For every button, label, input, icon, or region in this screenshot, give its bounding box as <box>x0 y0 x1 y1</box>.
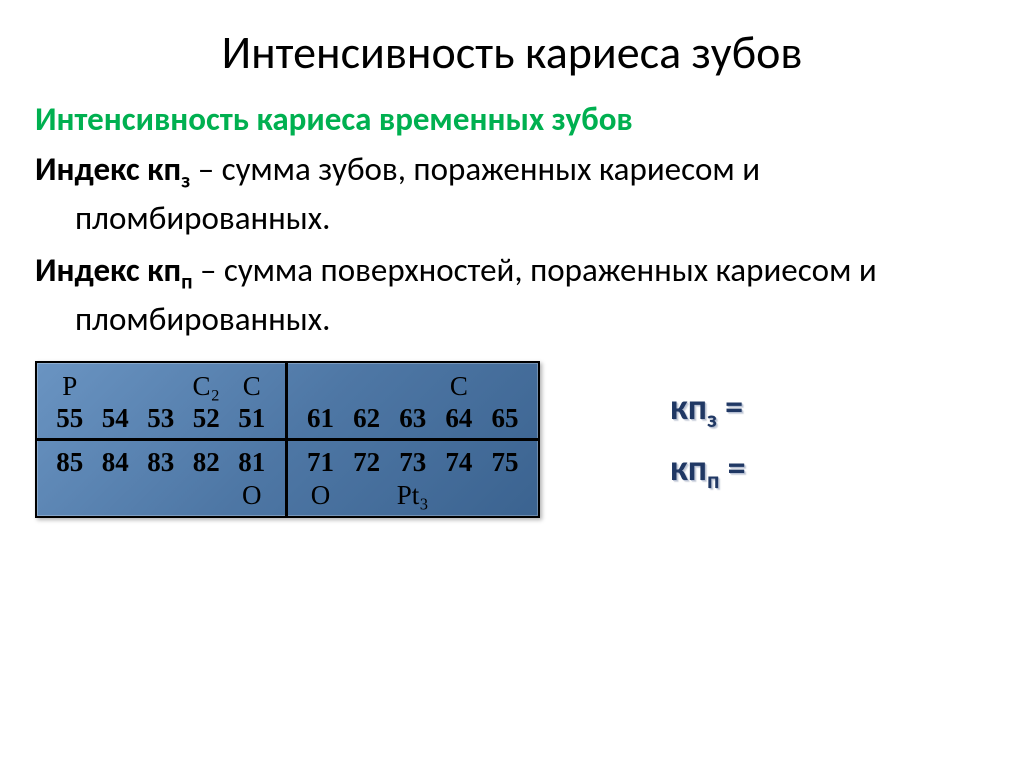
tooth-number: 54 <box>93 403 139 434</box>
tooth-number: 52 <box>184 403 230 434</box>
quadrant-lower-left: 71 72 73 74 75 O Pt₃ <box>288 441 539 516</box>
tooth-number: 73 <box>390 447 436 478</box>
tooth-number-row: 85 84 83 82 81 <box>47 447 275 478</box>
paragraph-kpz: Индекс кпз – сумма зубов, пораженных кар… <box>35 147 989 240</box>
status-cell: C <box>229 371 275 402</box>
tooth-number: 85 <box>47 447 93 478</box>
tooth-number-row: 61 62 63 64 65 <box>298 403 529 434</box>
kpp-rest: – сумма поверхностей, пораженных кариесо… <box>75 250 877 339</box>
quadrant-upper-left: C 61 62 63 64 65 <box>288 363 539 441</box>
formulas-block: кпз = кпп = <box>670 379 746 500</box>
tooth-number: 53 <box>138 403 184 434</box>
quadrant-lower-right: 85 84 83 82 81 O <box>37 441 288 516</box>
formula-kpz: кпз = <box>670 379 746 440</box>
tooth-number: 82 <box>184 447 230 478</box>
tooth-number: 83 <box>138 447 184 478</box>
tooth-number-row: 55 54 53 52 51 <box>47 403 275 434</box>
tooth-number: 51 <box>229 403 275 434</box>
status-row: O Pt₃ <box>298 478 529 512</box>
status-row: O <box>47 478 275 512</box>
status-cell: C <box>436 371 482 402</box>
tooth-number-row: 71 72 73 74 75 <box>298 447 529 478</box>
tooth-number: 55 <box>47 403 93 434</box>
status-cell: O <box>298 480 344 511</box>
status-row: C <box>298 369 529 403</box>
tooth-number: O <box>229 480 275 511</box>
tooth-number: 75 <box>482 447 528 478</box>
tooth-number: 72 <box>344 447 390 478</box>
status-cell: C₂ <box>184 371 230 402</box>
status-cell: P <box>47 371 93 402</box>
tooth-number: 64 <box>436 403 482 434</box>
status-cell: Pt₃ <box>390 480 436 511</box>
tooth-number: 65 <box>482 403 528 434</box>
formula-kpp: кпп = <box>670 440 746 501</box>
kpz-strong: Индекс кпз <box>35 149 190 189</box>
tooth-number: 63 <box>390 403 436 434</box>
kpp-strong: Индекс кпп <box>35 250 193 290</box>
tooth-number: 61 <box>298 403 344 434</box>
dental-chart: P C₂ C 55 54 53 52 51 <box>35 361 540 518</box>
tooth-number: 81 <box>229 447 275 478</box>
subtitle: Интенсивность кариеса временных зубов <box>35 99 989 139</box>
tooth-number: 62 <box>344 403 390 434</box>
tooth-number: 71 <box>298 447 344 478</box>
lower-row: P C₂ C 55 54 53 52 51 <box>35 361 989 518</box>
paragraph-kpp: Индекс кпп – сумма поверхностей, поражен… <box>35 248 989 341</box>
tooth-number: 84 <box>93 447 139 478</box>
tooth-number: 74 <box>436 447 482 478</box>
quadrant-upper-right: P C₂ C 55 54 53 52 51 <box>37 363 288 441</box>
status-row: P C₂ C <box>47 369 275 403</box>
slide-title: Интенсивность кариеса зубов <box>35 25 989 81</box>
